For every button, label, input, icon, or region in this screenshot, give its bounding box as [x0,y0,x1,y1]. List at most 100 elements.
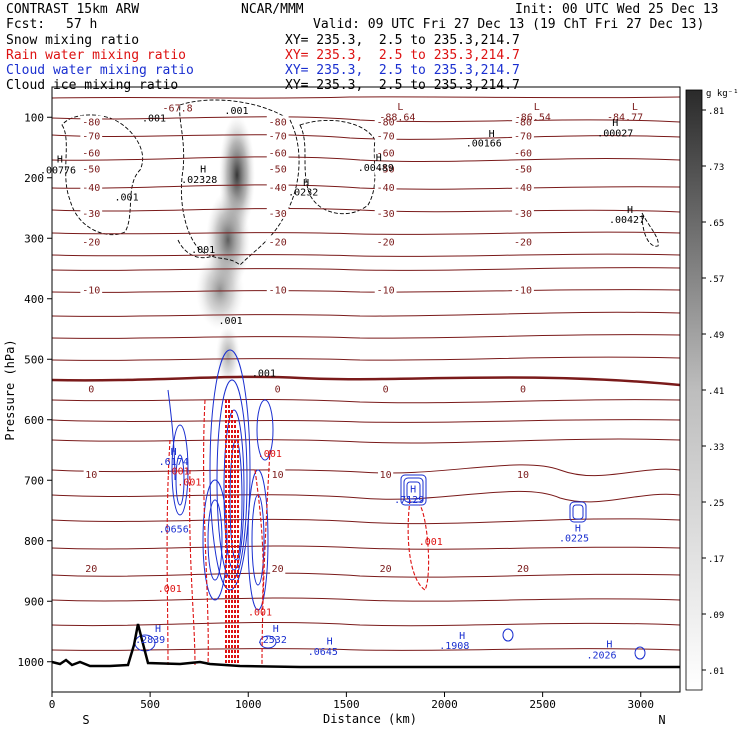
contour-label-mask [518,382,528,395]
contour-label-mask [515,468,531,481]
extremum-label: H [410,485,416,496]
extremum-label: H [575,523,581,534]
extremum-label: .001 [258,449,282,460]
temperature-contour-label: -80 [377,117,395,128]
temperature-contour-label: -70 [269,131,287,142]
x-tick-label: 1000 [235,698,262,711]
temperature-contour-label: 20 [85,564,97,575]
field-xy-rain: XY= 235.3, 2.5 to 235.3,214.7 [285,48,520,63]
temperature-contour-label: 10 [380,470,392,481]
extremum-label: .0656 [159,525,189,536]
contour-label-mask [266,283,289,296]
temperature-contour-label: 20 [380,564,392,575]
temperature-contour-label: -10 [377,286,395,297]
y-tick-label: 100 [24,111,44,124]
x-axis-end-label: N [658,713,665,727]
field-name-rain: Rain water mixing ratio [6,48,187,63]
temperature-contour-label: -30 [514,209,532,220]
colorbar [685,89,703,691]
contour-label-mask [266,180,289,193]
colorbar-tick-label: .01 [708,667,724,677]
temperature-contour-label: -10 [514,286,532,297]
temperature-contour-label: 10 [517,470,529,481]
temperature-contour-label: -60 [82,148,100,159]
extremum-label: H [606,640,612,651]
colorbar-tick-label: .73 [708,163,724,173]
extremum-label: H [57,154,63,165]
y-tick-label: 500 [24,353,44,366]
colorbar-tick-label: .09 [708,611,724,621]
contour-label-mask [512,146,534,159]
contour-label-mask [80,129,103,142]
extremum-label: .001 [248,608,272,619]
extremum-label: .001 [224,106,248,117]
forecast-hour: 57 h [66,17,98,32]
y-tick-label: 700 [24,474,44,487]
contour-labels: -80 -80 -80 -80 -70 -70 -70 -70 -60 -60 -60 -60 -50 -… [80,115,534,575]
temperature-contour-label: -80 [82,117,100,128]
temperature-contour-label: -60 [514,148,532,159]
contour-label-mask [512,162,534,175]
contour-label-mask [378,561,394,574]
x-axis-start-label: S [82,713,89,727]
contour-label-mask [80,115,103,128]
y-tick-label: 1000 [18,656,45,669]
model-title: CONTRAST 15km ARW [6,2,140,17]
extremum-label: .001 [115,193,139,204]
temperature-contour-label: -50 [82,165,100,176]
extremum-label: .0232 [288,188,318,199]
terrain-line [51,623,680,669]
colorbar-ticks: .01 .09 .17 .25 .33 .41 .49 .57 .65 .73 .81 [702,107,724,677]
extremum-label: H [327,637,333,648]
x-tick-label: 3000 [628,698,655,711]
contour-label-mask [270,468,286,481]
extrema-annotations: -67.8.001.001L-88.64L-86.54L-84.77H.0002… [40,102,645,662]
temperature-contour-label: -40 [269,183,287,194]
contour-label-mask [381,382,390,395]
extremum-label: -67.8 [163,104,193,115]
y-tick-label: 200 [24,172,44,185]
field-name-cloud-water: Cloud water mixing ratio [6,63,194,78]
contour-label-mask [80,180,103,193]
colorbar-tick-label: .33 [708,443,724,453]
temperature-contour-label: -40 [514,183,532,194]
contour-label-mask [512,283,534,296]
temperature-contour-label: 10 [85,470,97,481]
contour-label-mask [378,468,394,481]
temperature-contour-label: -50 [269,165,287,176]
extremum-label: .00489 [358,163,394,174]
contour-label-mask [270,561,286,574]
temperature-contour-label: -50 [377,165,395,176]
temperature-contour-label: 20 [517,564,529,575]
y-axis: 100 200 300 400 500 600 700 800 900 1000 [18,111,52,669]
colorbar-tick-label: .25 [708,499,724,509]
temperature-contour-label: -30 [269,209,287,220]
contour-label-mask [273,382,282,395]
contour-label-mask [266,206,289,219]
temperature-contour-label: 20 [272,564,284,575]
field-xy-cloud-ice: XY= 235.3, 2.5 to 235.3,214.7 [285,78,520,93]
extremum-label: .0645 [308,647,338,658]
contour-label-mask [374,146,397,159]
temperature-contour-label: -10 [82,286,100,297]
contour-label-mask [266,129,289,142]
rain-water-contours [166,399,430,666]
temperature-contour-label: -20 [514,237,532,248]
extremum-label: .2026 [586,650,616,661]
extremum-label: .00027 [597,128,633,139]
temperature-contour-label: -60 [377,148,395,159]
valid-time: Valid: 09 UTC Fri 27 Dec 13 (19 ChT Fri … [313,17,705,32]
extremum-label: -88.64 [379,113,415,124]
colorbar-tick-label: .57 [708,275,724,285]
colorbar-tick-label: .65 [708,219,724,229]
temperature-contour-label: -50 [514,165,532,176]
contour-label-mask [512,115,534,128]
temperature-contour-label: 0 [520,384,526,395]
extremum-label: .00776 [40,165,76,176]
contour-label-mask [80,162,103,175]
extremum-label: H [303,178,309,189]
cloud-ice-contours [61,99,659,266]
colorbar-tick-label: .41 [708,387,724,397]
temperature-contour-label: -80 [514,117,532,128]
